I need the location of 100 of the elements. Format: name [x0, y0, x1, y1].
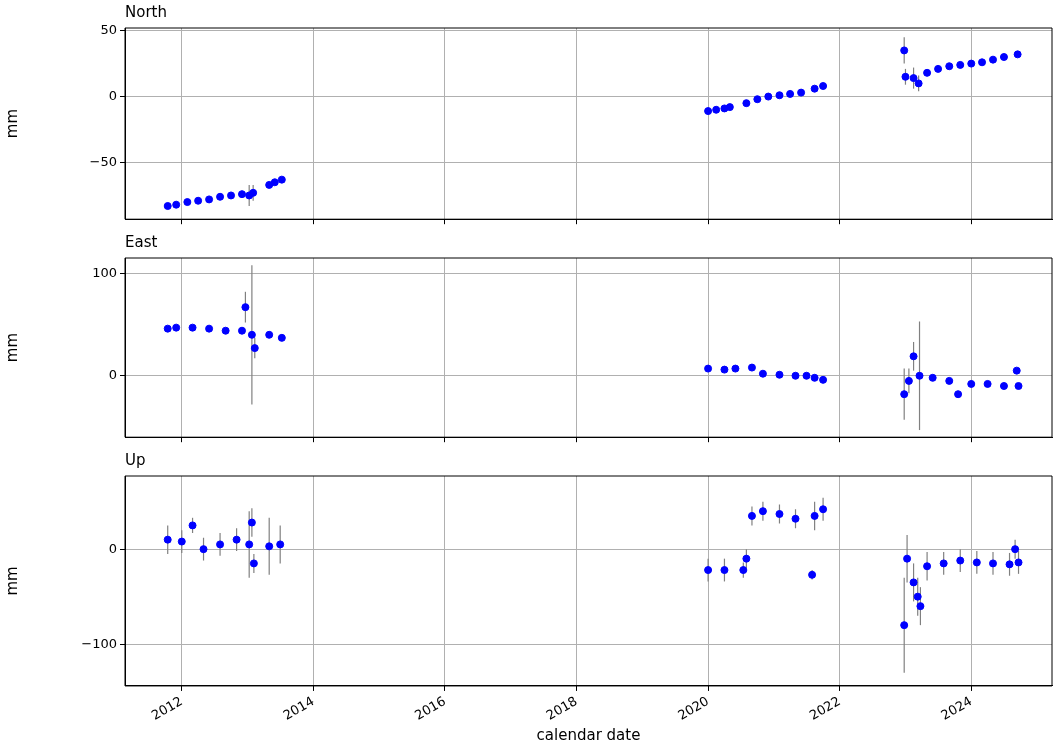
point	[249, 559, 258, 568]
point	[914, 79, 923, 88]
point	[775, 510, 784, 518]
y-tick-label: 100	[92, 264, 117, 280]
y-tick-label: 0	[108, 87, 117, 103]
point	[775, 370, 784, 379]
x-axis-title: calendar date	[536, 725, 641, 744]
point	[810, 373, 819, 382]
point	[183, 198, 192, 207]
point	[923, 562, 932, 571]
point	[227, 191, 236, 200]
point	[819, 505, 828, 514]
point	[250, 344, 259, 353]
point	[764, 92, 773, 101]
point	[188, 323, 197, 332]
point	[999, 382, 1008, 390]
point	[205, 195, 214, 204]
point	[712, 105, 721, 114]
point	[999, 53, 1008, 62]
point	[277, 175, 286, 184]
point	[909, 578, 918, 587]
point	[819, 82, 828, 91]
point	[753, 95, 762, 104]
point	[956, 60, 965, 69]
point	[742, 99, 751, 108]
point	[934, 64, 943, 73]
point	[704, 107, 713, 116]
point	[903, 554, 912, 563]
y-axis-title: mm	[2, 332, 21, 363]
point	[810, 84, 819, 93]
point	[819, 375, 828, 384]
point	[945, 376, 954, 385]
point	[900, 390, 909, 399]
point	[939, 559, 948, 568]
point	[954, 390, 963, 399]
point	[901, 72, 910, 81]
point	[758, 369, 767, 378]
y-tick-label: 50	[100, 22, 117, 38]
point	[1014, 382, 1023, 390]
point	[916, 602, 925, 611]
point	[276, 540, 285, 549]
point	[739, 566, 748, 575]
point	[163, 202, 172, 211]
point	[163, 324, 172, 333]
chart-title: North	[125, 2, 167, 21]
point	[241, 303, 250, 312]
point	[172, 200, 181, 209]
point	[704, 364, 713, 373]
y-tick-label: −50	[89, 153, 117, 169]
point	[277, 333, 286, 342]
point	[205, 324, 214, 333]
point	[808, 570, 817, 579]
point	[802, 371, 811, 380]
point	[247, 518, 256, 527]
chart-title: East	[125, 232, 158, 251]
point	[720, 566, 729, 575]
point	[900, 621, 909, 630]
chart-title: Up	[125, 450, 146, 469]
point	[232, 535, 241, 544]
point	[923, 68, 932, 77]
point	[967, 59, 976, 68]
point	[265, 542, 274, 551]
point	[967, 379, 976, 388]
point	[900, 46, 909, 55]
point	[747, 511, 756, 520]
y-axis-title: mm	[2, 566, 21, 596]
point	[978, 58, 987, 67]
y-tick-label: 0	[108, 540, 117, 556]
point	[775, 91, 784, 100]
point	[810, 511, 819, 520]
point	[945, 62, 954, 71]
point	[1014, 558, 1023, 567]
point	[1013, 50, 1022, 59]
point	[725, 103, 734, 112]
point	[216, 192, 225, 201]
y-tick-label: 0	[108, 367, 117, 383]
point	[270, 178, 279, 187]
point	[786, 89, 795, 98]
point	[704, 566, 713, 575]
point	[915, 371, 924, 380]
y-tick-label: −100	[81, 635, 117, 651]
point	[188, 521, 197, 530]
point	[791, 371, 800, 380]
point	[909, 74, 918, 83]
point	[972, 558, 981, 567]
point	[237, 190, 246, 199]
point	[163, 535, 172, 544]
point	[237, 326, 246, 335]
point	[245, 540, 254, 549]
point	[742, 554, 751, 563]
point	[1005, 560, 1014, 569]
point	[216, 540, 225, 549]
point	[909, 352, 918, 361]
point	[247, 330, 256, 339]
point	[758, 507, 767, 516]
point	[983, 379, 992, 388]
point	[904, 376, 913, 385]
point	[177, 537, 186, 546]
point	[913, 592, 922, 601]
point	[989, 55, 997, 64]
